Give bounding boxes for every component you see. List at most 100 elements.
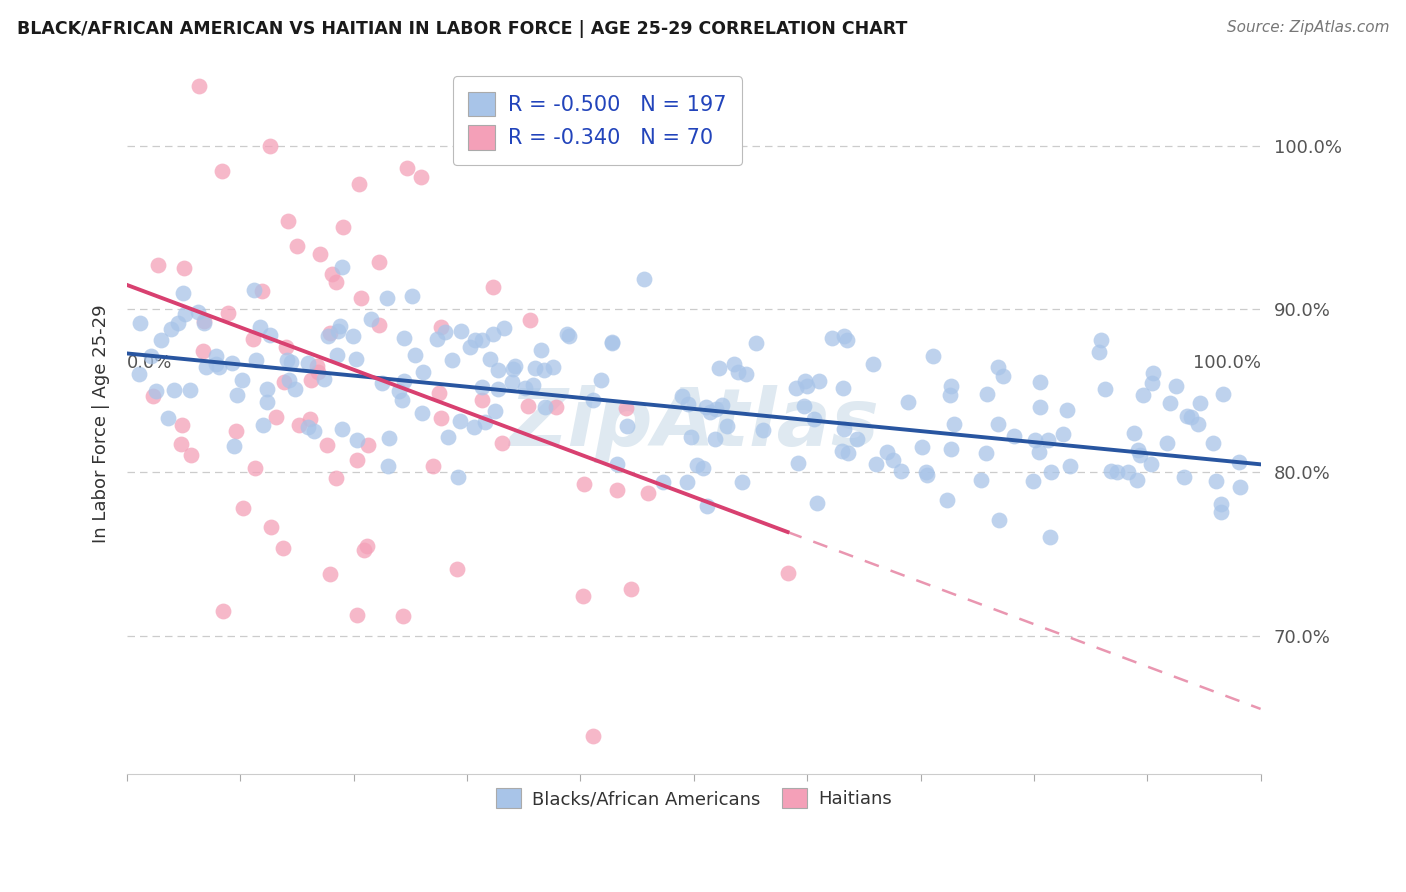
Point xyxy=(832,329,855,343)
Point xyxy=(692,461,714,475)
Point xyxy=(271,541,294,555)
Point xyxy=(142,389,165,403)
Point xyxy=(191,343,214,358)
Point xyxy=(411,406,433,420)
Point xyxy=(245,353,267,368)
Point xyxy=(187,78,209,93)
Point xyxy=(1128,442,1150,457)
Point xyxy=(1132,388,1154,402)
Point xyxy=(591,373,613,387)
Point xyxy=(796,379,818,393)
Point xyxy=(346,453,368,467)
Point xyxy=(835,333,858,347)
Point xyxy=(280,355,302,369)
Point xyxy=(298,412,321,426)
Point xyxy=(287,418,309,433)
Point xyxy=(745,336,768,351)
Point xyxy=(882,453,904,467)
Point xyxy=(890,464,912,478)
Point xyxy=(1175,409,1198,423)
Point xyxy=(751,423,773,437)
Point xyxy=(276,340,298,354)
Point xyxy=(1052,427,1074,442)
Point xyxy=(409,169,432,184)
Point xyxy=(695,400,717,414)
Point xyxy=(917,468,939,483)
Point xyxy=(572,589,595,603)
Point xyxy=(450,324,472,338)
Point xyxy=(242,332,264,346)
Point xyxy=(259,139,281,153)
Point xyxy=(221,356,243,370)
Point xyxy=(471,333,494,347)
Point xyxy=(991,369,1014,384)
Point xyxy=(357,438,380,452)
Point xyxy=(211,604,233,618)
Point xyxy=(793,374,815,388)
Point xyxy=(1142,367,1164,381)
Point xyxy=(915,466,938,480)
Point xyxy=(911,441,934,455)
Point xyxy=(145,384,167,398)
Point xyxy=(325,470,347,484)
Point xyxy=(302,424,325,438)
Point xyxy=(446,562,468,576)
Point xyxy=(437,430,460,444)
Point xyxy=(1028,376,1050,390)
Point xyxy=(391,393,413,408)
Point xyxy=(987,417,1010,431)
Point xyxy=(307,366,329,380)
Point xyxy=(325,348,347,362)
Point xyxy=(330,260,353,275)
Point xyxy=(471,380,494,394)
Point xyxy=(922,350,945,364)
Point xyxy=(731,475,754,489)
Point xyxy=(793,399,815,413)
Point xyxy=(1090,333,1112,347)
Point xyxy=(492,321,515,335)
Point xyxy=(180,448,202,462)
Point xyxy=(574,476,596,491)
Point xyxy=(637,486,659,500)
Point xyxy=(808,374,831,388)
Point xyxy=(225,425,247,439)
Point xyxy=(330,422,353,436)
Point xyxy=(1202,436,1225,450)
Point xyxy=(876,444,898,458)
Point xyxy=(256,383,278,397)
Point xyxy=(939,388,962,402)
Point xyxy=(173,260,195,275)
Point xyxy=(208,360,231,375)
Point xyxy=(558,329,581,343)
Point xyxy=(441,353,464,368)
Point xyxy=(464,790,486,805)
Point xyxy=(709,361,731,376)
Point xyxy=(172,286,194,301)
Point xyxy=(505,359,527,373)
Legend: Blacks/African Americans, Haitians: Blacks/African Americans, Haitians xyxy=(488,781,898,815)
Point xyxy=(516,399,538,413)
Point xyxy=(392,374,415,388)
Point xyxy=(150,333,173,347)
Point xyxy=(676,475,699,489)
Point xyxy=(1094,382,1116,396)
Point xyxy=(167,316,190,330)
Point xyxy=(297,419,319,434)
Point xyxy=(173,308,195,322)
Point xyxy=(1129,448,1152,462)
Point xyxy=(806,495,828,509)
Point xyxy=(277,214,299,228)
Point xyxy=(486,383,509,397)
Point xyxy=(1164,378,1187,392)
Point xyxy=(422,459,444,474)
Point xyxy=(252,284,274,298)
Point xyxy=(356,540,378,554)
Point xyxy=(519,313,541,327)
Point xyxy=(785,381,807,395)
Point xyxy=(193,316,215,330)
Point xyxy=(332,219,354,234)
Point xyxy=(530,343,553,358)
Point xyxy=(1022,474,1045,488)
Point xyxy=(226,388,249,402)
Point xyxy=(309,246,332,260)
